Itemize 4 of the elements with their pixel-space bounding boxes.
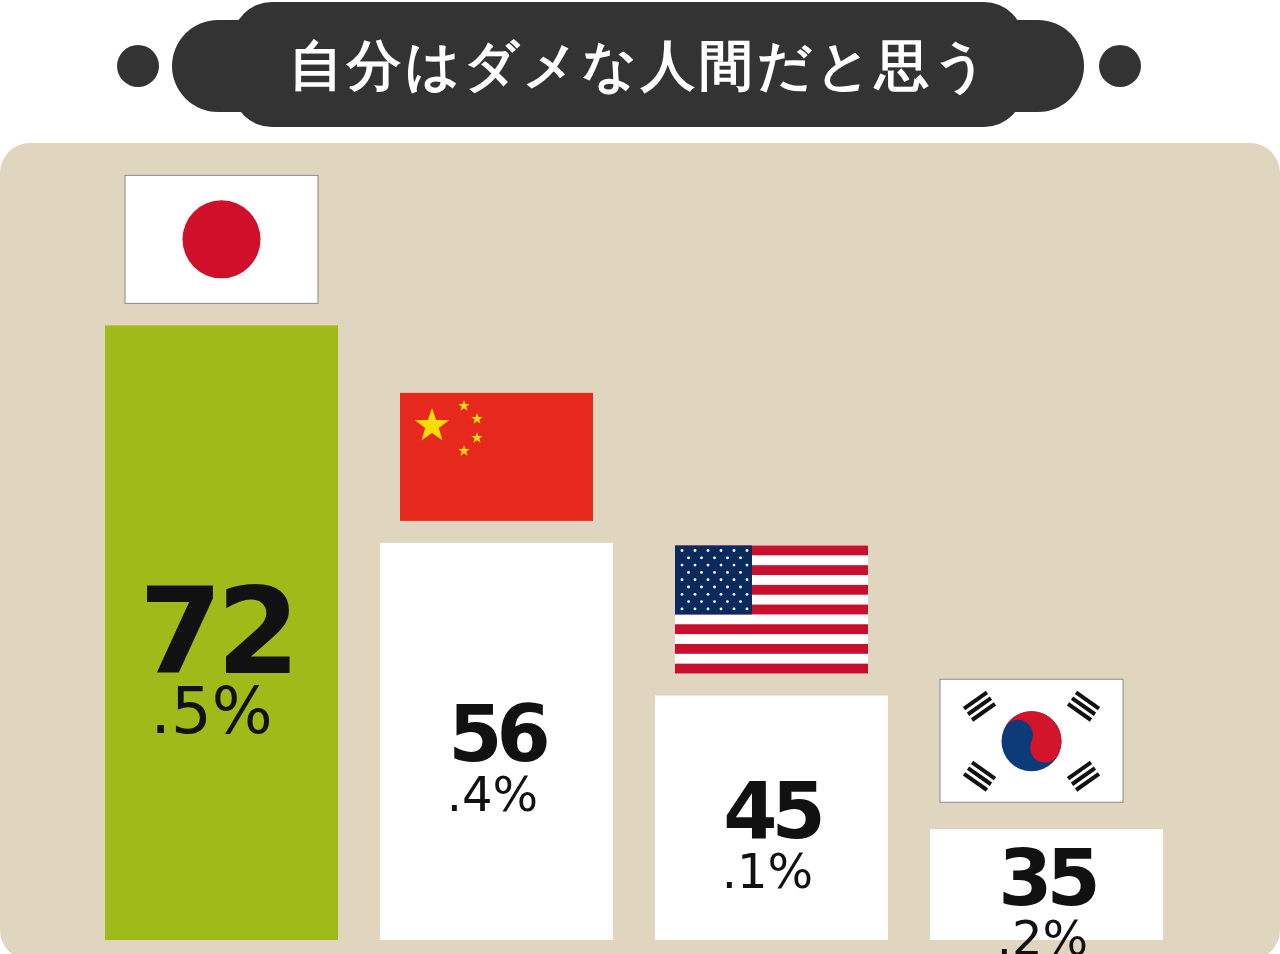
- label: 72.5%: [139, 561, 294, 748]
- label: 45.1%: [721, 765, 820, 899]
- label: 56.4%: [446, 689, 545, 823]
- chart-title: 自分はダメな人間だと思う: [288, 34, 992, 97]
